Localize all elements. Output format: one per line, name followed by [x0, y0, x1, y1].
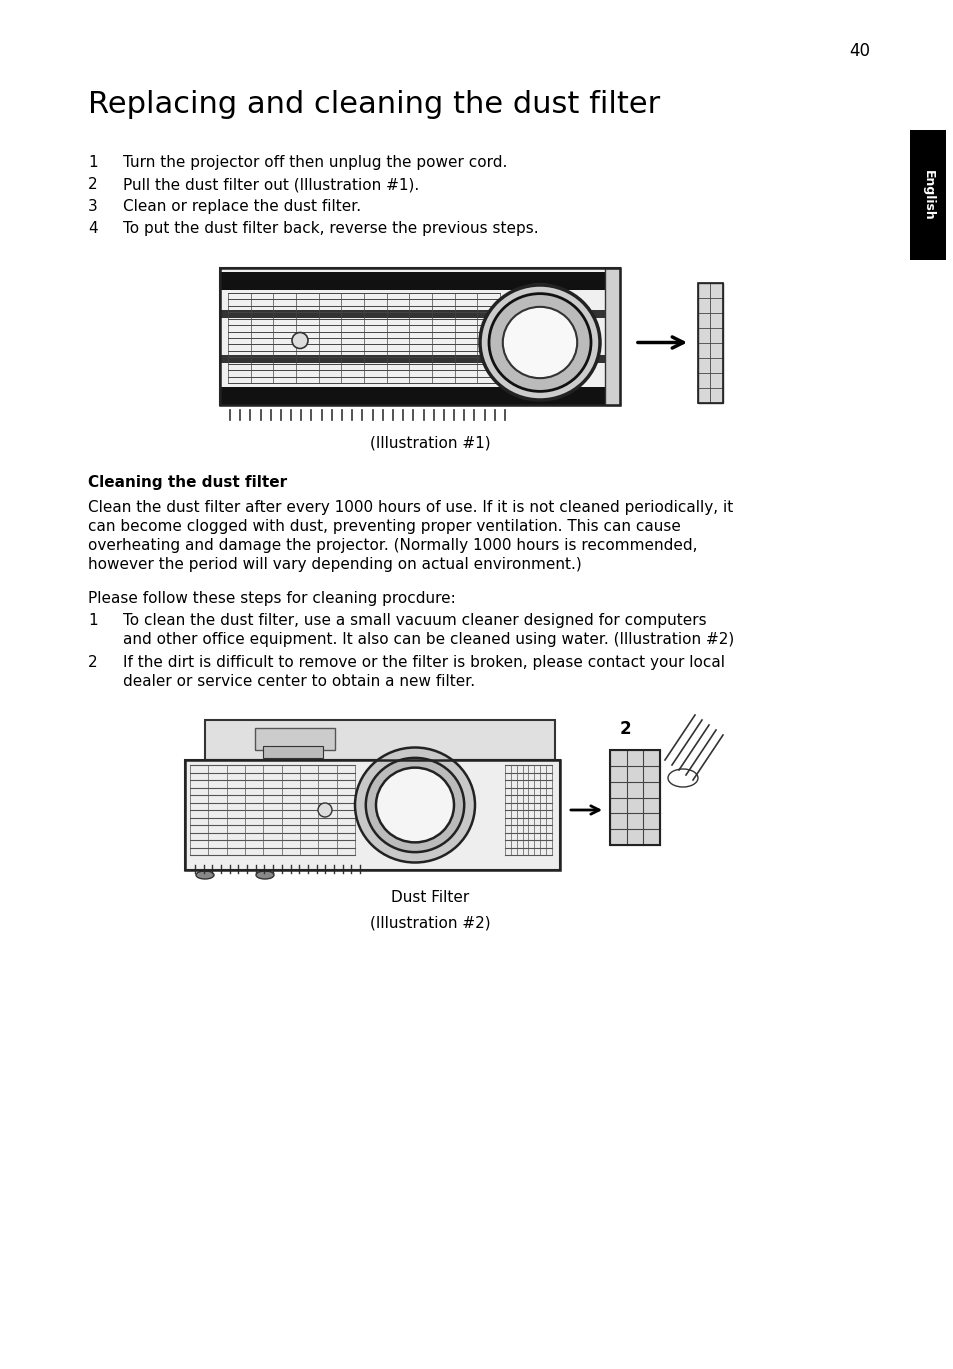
Text: Pull the dust filter out (Illustration #1).: Pull the dust filter out (Illustration #… [123, 177, 418, 192]
Ellipse shape [502, 307, 577, 378]
Text: Clean the dust filter after every 1000 hours of use. If it is not cleaned period: Clean the dust filter after every 1000 h… [88, 500, 733, 515]
Text: 4: 4 [88, 220, 97, 235]
Bar [185, 760, 559, 871]
Ellipse shape [489, 293, 590, 392]
Text: If the dirt is difficult to remove or the filter is broken, please contact your : If the dirt is difficult to remove or th… [123, 654, 724, 669]
Text: 1: 1 [88, 155, 97, 170]
Bar [254, 728, 335, 750]
Bar [220, 268, 619, 405]
Text: 40: 40 [848, 42, 869, 60]
Bar [220, 272, 619, 290]
Ellipse shape [195, 871, 213, 879]
Text: Turn the projector off then unplug the power cord.: Turn the projector off then unplug the p… [123, 155, 507, 170]
Bar [185, 760, 559, 871]
Bar [220, 268, 619, 405]
Text: 3: 3 [88, 199, 97, 214]
Text: Replacing and cleaning the dust filter: Replacing and cleaning the dust filter [88, 90, 659, 119]
Bar [609, 750, 659, 845]
Text: Cleaning the dust filter: Cleaning the dust filter [88, 475, 287, 490]
Text: To clean the dust filter, use a small vacuum cleaner designed for computers: To clean the dust filter, use a small va… [123, 613, 706, 628]
Polygon shape [205, 720, 555, 760]
Text: overheating and damage the projector. (Normally 1000 hours is recommended,: overheating and damage the projector. (N… [88, 538, 697, 553]
Text: Clean or replace the dust filter.: Clean or replace the dust filter. [123, 199, 361, 214]
Text: Dust Filter: Dust Filter [391, 890, 469, 905]
Text: To put the dust filter back, reverse the previous steps.: To put the dust filter back, reverse the… [123, 220, 538, 235]
Bar [604, 268, 619, 405]
Bar [609, 750, 659, 845]
Text: 2: 2 [618, 720, 630, 738]
Text: (Illustration #1): (Illustration #1) [370, 435, 490, 450]
Text: (Illustration #2): (Illustration #2) [370, 914, 490, 930]
Text: English: English [921, 170, 934, 220]
Bar [698, 282, 722, 402]
Bar [698, 282, 722, 402]
Text: can become clogged with dust, preventing proper ventilation. This can cause: can become clogged with dust, preventing… [88, 519, 680, 534]
Ellipse shape [479, 285, 599, 400]
Text: 1: 1 [88, 613, 97, 628]
Text: 2: 2 [88, 177, 97, 192]
Circle shape [317, 804, 332, 817]
Ellipse shape [365, 758, 464, 852]
Circle shape [292, 333, 308, 349]
Text: dealer or service center to obtain a new filter.: dealer or service center to obtain a new… [123, 674, 475, 689]
Bar [263, 746, 323, 758]
Bar [220, 355, 619, 363]
Ellipse shape [355, 747, 475, 862]
Text: Please follow these steps for cleaning procdure:: Please follow these steps for cleaning p… [88, 591, 456, 606]
Ellipse shape [519, 283, 559, 303]
Text: however the period will vary depending on actual environment.): however the period will vary depending o… [88, 557, 581, 572]
Ellipse shape [524, 386, 555, 398]
Ellipse shape [375, 768, 454, 842]
Text: and other office equipment. It also can be cleaned using water. (Illustration #2: and other office equipment. It also can … [123, 632, 734, 648]
Ellipse shape [667, 769, 698, 787]
Text: 2: 2 [88, 654, 97, 669]
Bar [220, 387, 619, 405]
Bar [220, 309, 619, 318]
Ellipse shape [255, 871, 274, 879]
Bar [909, 130, 945, 260]
